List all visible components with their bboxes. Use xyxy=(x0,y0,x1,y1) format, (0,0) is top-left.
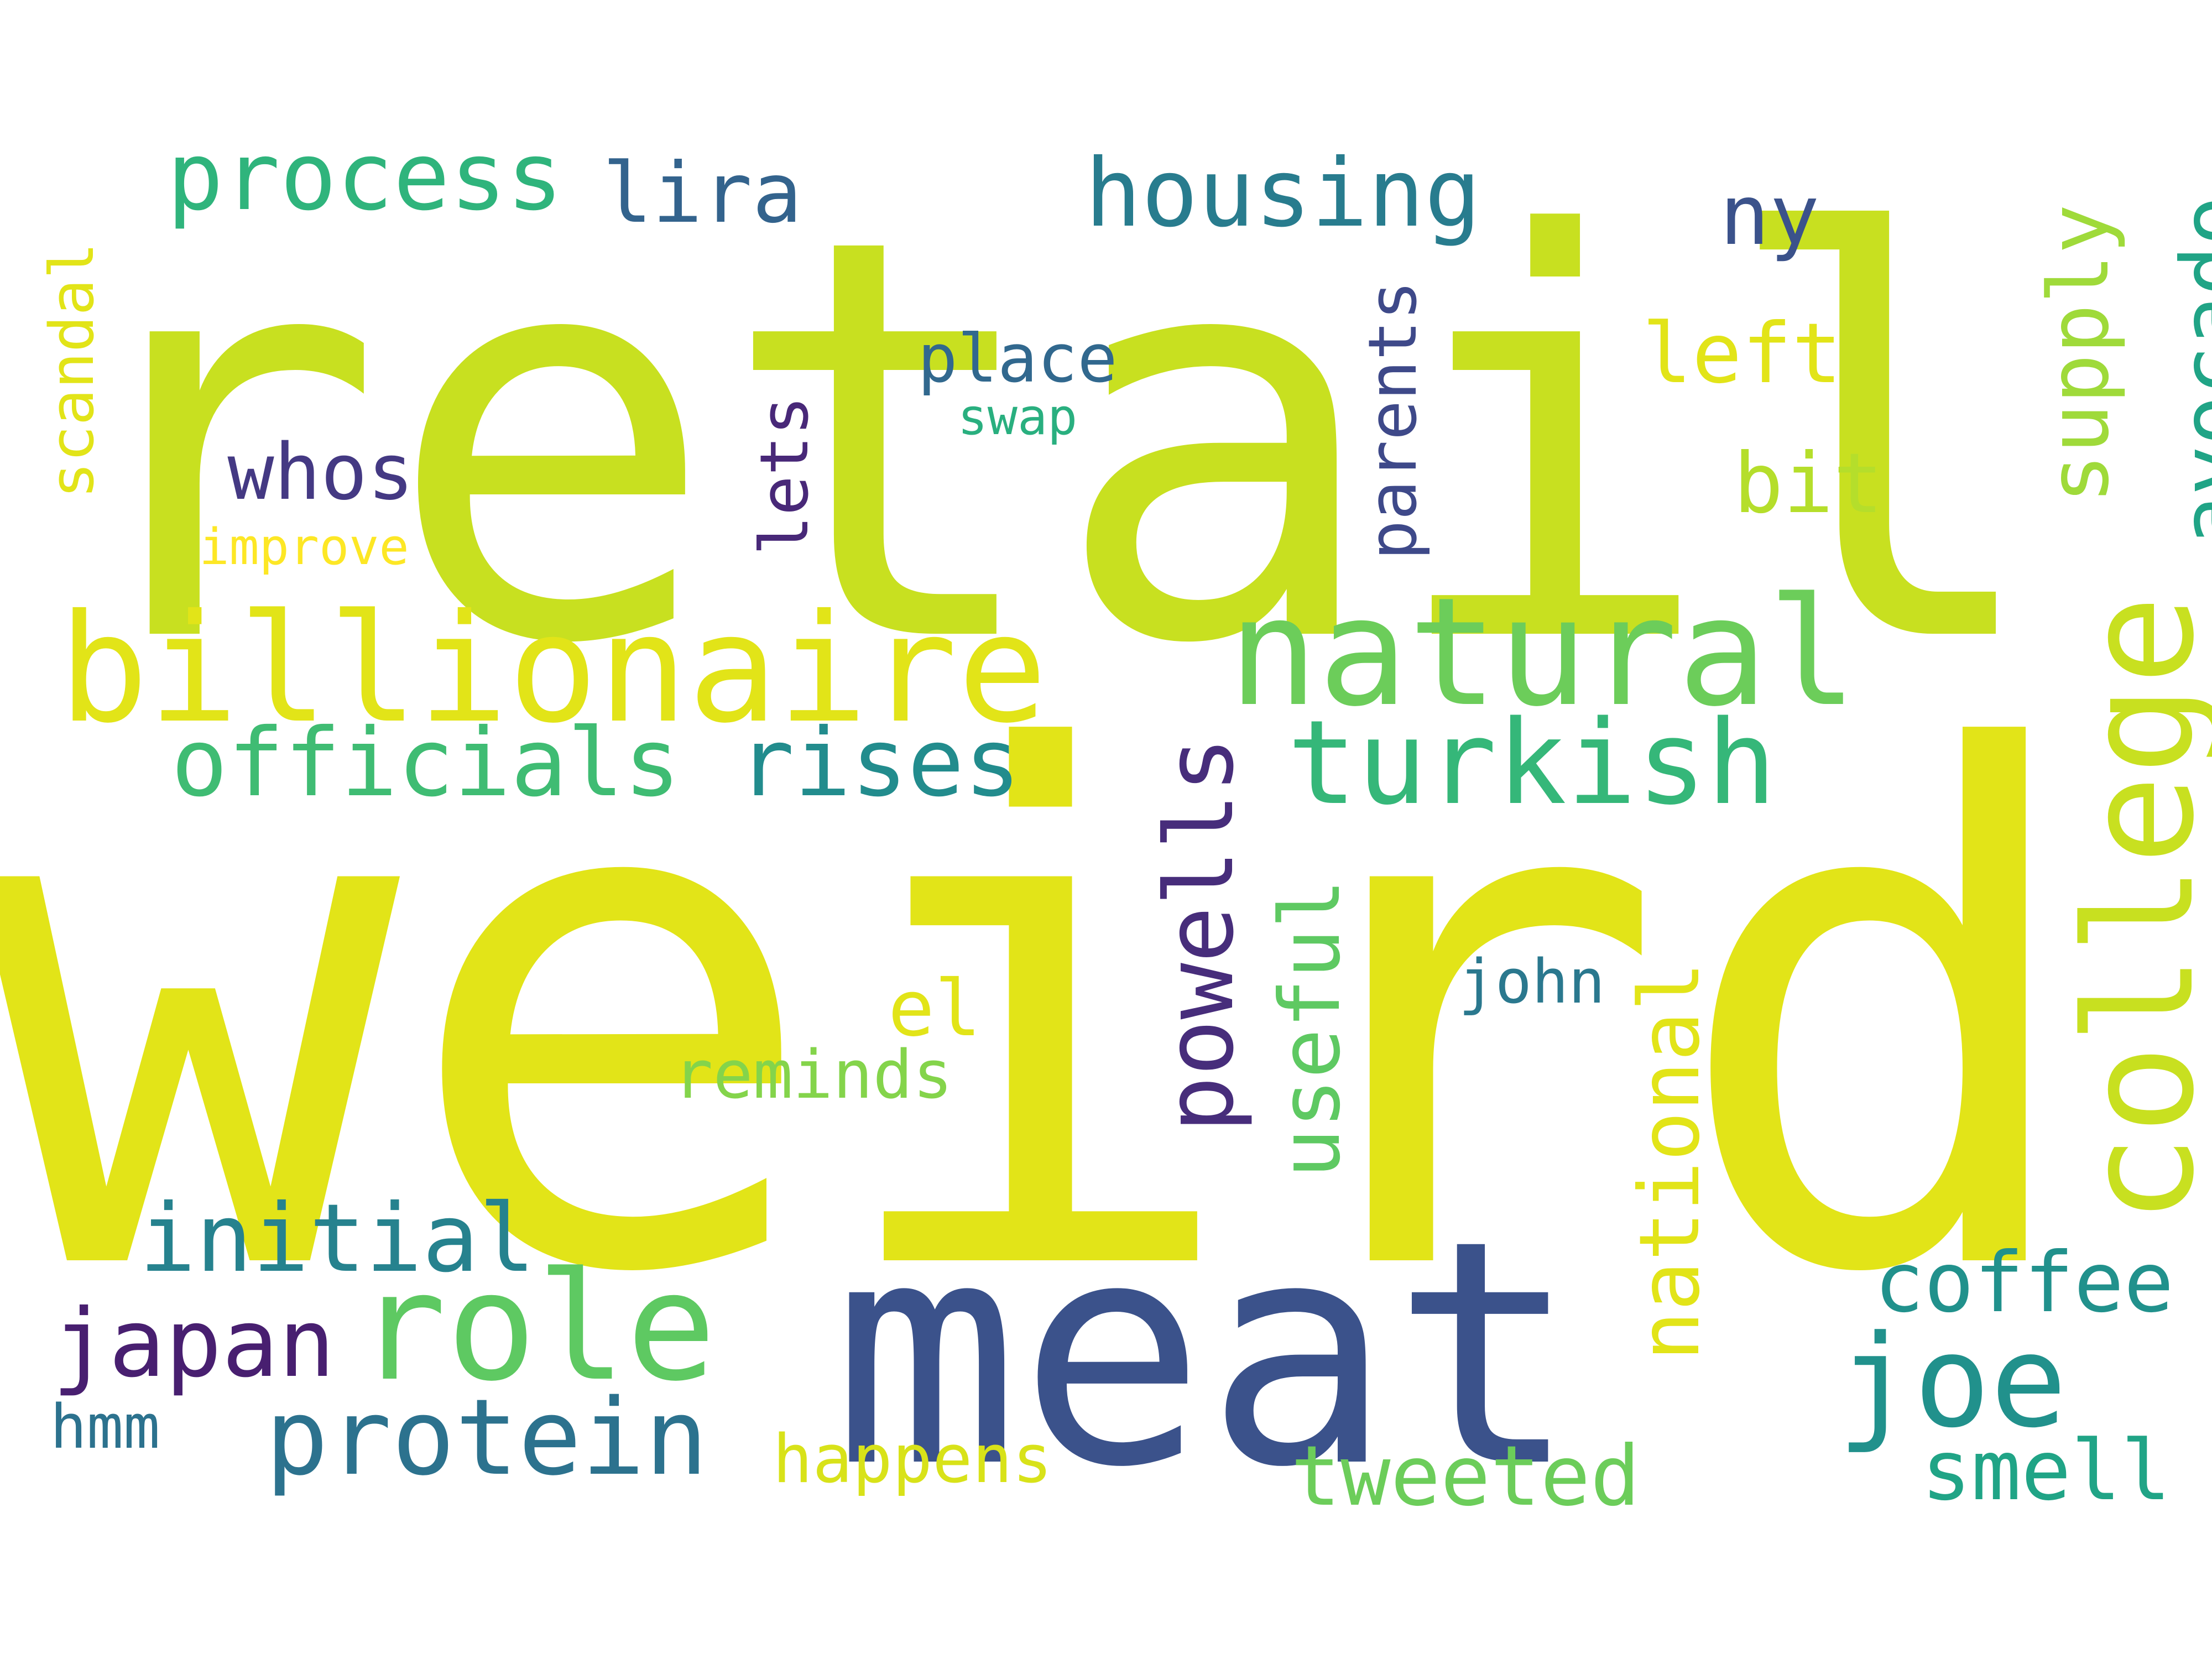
word-lira: lira xyxy=(602,145,802,242)
word-bit: bit xyxy=(1733,436,1884,532)
word-swap: swap xyxy=(957,388,1078,446)
word-lets: lets xyxy=(747,395,823,556)
word-rises: rises xyxy=(738,708,1021,818)
word-scandal: scandal xyxy=(36,242,107,499)
word-process: process xyxy=(166,122,564,232)
word-el: el xyxy=(888,964,982,1054)
word-initial: initial xyxy=(139,1184,536,1293)
word-left: left xyxy=(1642,306,1842,402)
word-billionaire: billionaire xyxy=(58,582,1048,756)
word-supply: supply xyxy=(2031,204,2127,504)
word-coffee: coffee xyxy=(1874,1235,2174,1331)
word-housing: housing xyxy=(1084,139,1481,248)
word-john: john xyxy=(1458,946,1605,1017)
word-place: place xyxy=(917,321,1118,398)
word-role: role xyxy=(356,1240,717,1414)
word-whos: whos xyxy=(227,427,414,518)
word-hmm: hmm xyxy=(50,1391,160,1462)
word-officials: officials xyxy=(171,708,681,818)
word-natural: natural xyxy=(1228,565,1858,739)
word-weird: weird xyxy=(0,608,2091,1426)
word-ny: ny xyxy=(1719,168,1820,264)
word-protein: protein xyxy=(265,1376,708,1499)
word-improve: improve xyxy=(199,518,409,576)
word-powells: powells xyxy=(1145,736,1255,1133)
word-happens: happens xyxy=(773,1421,1052,1498)
word-avocado: avocado xyxy=(2164,195,2212,546)
word-tweeted: tweeted xyxy=(1290,1428,1641,1525)
word-useful: useful xyxy=(1262,879,1359,1178)
word-smell: smell xyxy=(1921,1423,2171,1519)
word-national: national xyxy=(1622,961,1718,1361)
word-retail: retail xyxy=(51,121,2050,764)
word-college: college xyxy=(2053,595,2212,1224)
word-meat: meat xyxy=(832,1175,1579,1535)
word-turkish: turkish xyxy=(1287,695,1777,831)
word-reminds: reminds xyxy=(673,1037,953,1114)
word-japan: japan xyxy=(52,1289,335,1399)
word-joe: joe xyxy=(1837,1308,2067,1456)
word-parents: parents xyxy=(1355,280,1432,560)
